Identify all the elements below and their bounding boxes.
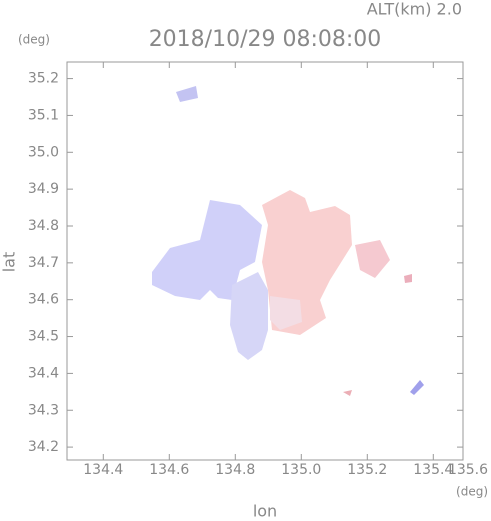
- y-axis-label: lat: [0, 252, 19, 273]
- y-tick-label: 34.2: [28, 439, 59, 455]
- y-tick-label: 35.0: [28, 144, 59, 160]
- y-tick-label: 34.3: [28, 402, 59, 418]
- y-unit: (deg): [18, 33, 50, 47]
- altitude-label: ALT(km) 2.0: [367, 0, 462, 19]
- x-unit: (deg): [456, 485, 488, 499]
- receding-area: [404, 274, 412, 283]
- y-tick-label: 34.7: [28, 255, 59, 271]
- receding-area: [355, 240, 390, 278]
- x-tick-label: 134.6: [149, 462, 189, 478]
- x-tick-label: 135.6: [448, 462, 488, 478]
- y-tick-label: 34.9: [28, 181, 59, 197]
- approaching-area: [230, 272, 268, 360]
- plot-frame: [66, 61, 464, 461]
- mixed-area: [270, 296, 302, 330]
- approaching-area: [152, 200, 262, 300]
- receding-area: [343, 390, 352, 396]
- y-tick-label: 34.4: [28, 365, 59, 381]
- velocity-field: [152, 86, 424, 396]
- x-tick-label: 134.8: [215, 462, 255, 478]
- x-tick-label: 135.0: [281, 462, 321, 478]
- x-tick-label: 134.4: [83, 462, 123, 478]
- x-tick-label: 135.2: [347, 462, 387, 478]
- x-tick-label: 135.4: [413, 462, 453, 478]
- y-tick-label: 34.8: [28, 218, 59, 234]
- chart-title: 2018/10/29 08:08:00: [149, 27, 382, 52]
- y-tick-label: 34.6: [28, 292, 59, 308]
- approaching-area: [176, 86, 198, 102]
- y-tick-label: 34.5: [28, 329, 59, 345]
- y-tick-label: 35.1: [28, 107, 59, 123]
- x-axis-label: lon: [253, 502, 277, 521]
- y-tick-label: 35.2: [28, 71, 59, 87]
- approaching-area: [410, 380, 424, 395]
